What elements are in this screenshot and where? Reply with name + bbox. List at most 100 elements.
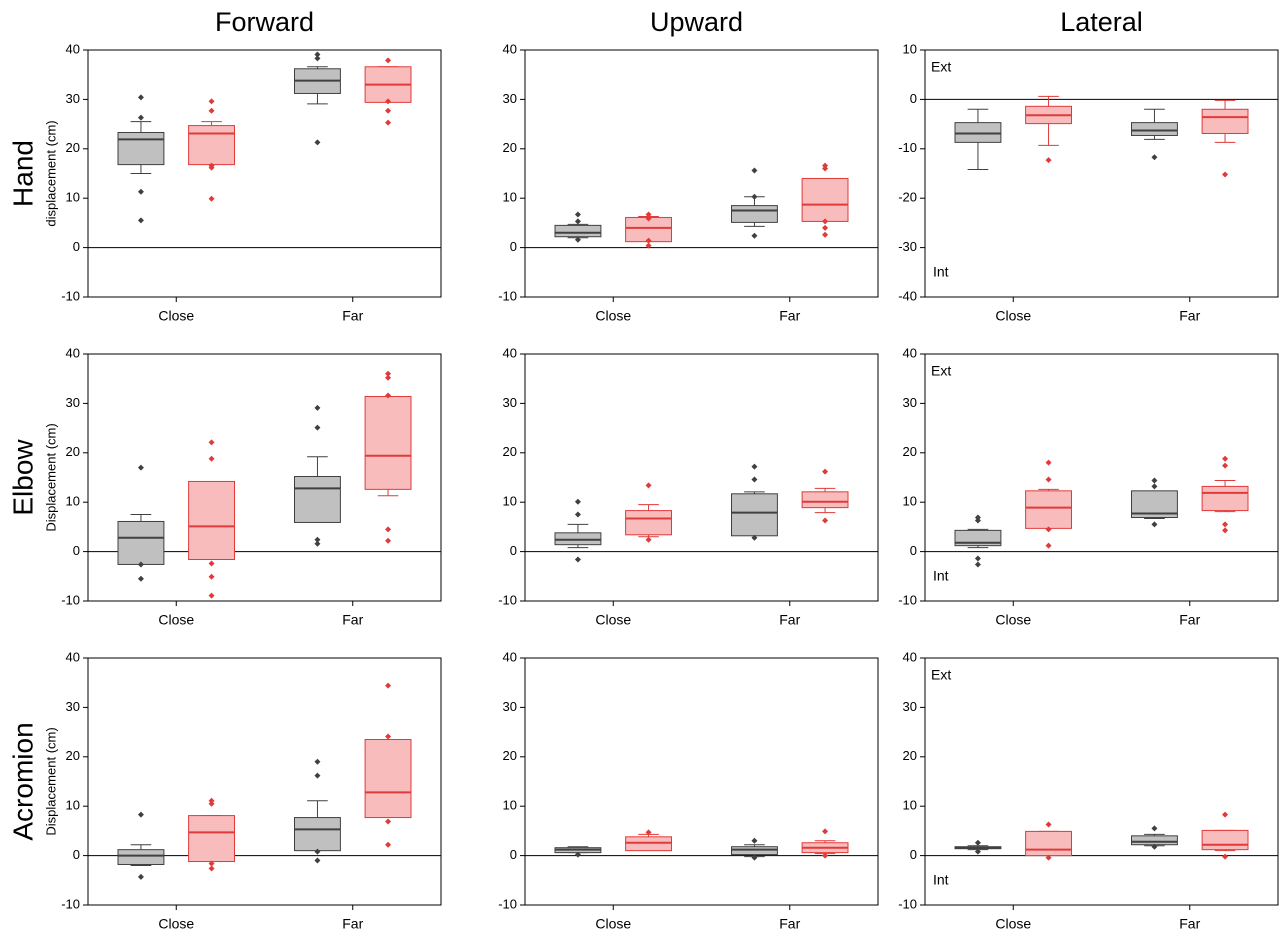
column-title: Upward bbox=[650, 7, 743, 37]
data-point bbox=[314, 51, 321, 58]
y-tick-label: 30 bbox=[66, 699, 80, 714]
annotation: Ext bbox=[931, 363, 951, 379]
plot-frame bbox=[524, 353, 879, 602]
x-tick-label: Far bbox=[779, 308, 800, 324]
box-group bbox=[364, 682, 412, 848]
data-point bbox=[574, 236, 581, 243]
row-label: Hand bbox=[7, 140, 38, 207]
y-tick-label: 40 bbox=[903, 649, 917, 664]
data-point bbox=[645, 215, 652, 222]
box bbox=[117, 131, 165, 166]
data-point bbox=[208, 164, 215, 171]
data-point bbox=[314, 424, 321, 431]
data-point bbox=[1222, 811, 1229, 818]
y-tick-label: 10 bbox=[66, 190, 80, 205]
y-tick-label: 20 bbox=[66, 748, 80, 763]
data-point bbox=[1045, 476, 1052, 483]
data-point bbox=[385, 733, 392, 740]
box bbox=[117, 849, 165, 865]
y-tick-label: -10 bbox=[61, 288, 80, 303]
y-tick-label: 0 bbox=[510, 847, 517, 862]
box-group bbox=[364, 370, 412, 544]
y-tick-label: 30 bbox=[903, 699, 917, 714]
box bbox=[554, 224, 602, 238]
data-point bbox=[385, 818, 392, 825]
data-point bbox=[208, 592, 215, 599]
x-tick-label: Close bbox=[595, 916, 631, 932]
box bbox=[294, 817, 341, 852]
x-tick-label: Far bbox=[342, 308, 363, 324]
data-point bbox=[137, 464, 144, 471]
box bbox=[1201, 829, 1249, 851]
row-label: Acromion bbox=[7, 722, 38, 840]
box-group bbox=[1025, 95, 1072, 164]
y-tick-label: -10 bbox=[61, 896, 80, 911]
box-group bbox=[1131, 108, 1178, 161]
box bbox=[188, 815, 235, 863]
box-group bbox=[117, 94, 165, 224]
box-group bbox=[801, 162, 849, 238]
box bbox=[1025, 830, 1072, 857]
data-point bbox=[574, 211, 581, 218]
data-point bbox=[822, 828, 829, 835]
data-point bbox=[314, 758, 321, 765]
box-group bbox=[554, 498, 602, 563]
annotation: Int bbox=[933, 872, 949, 888]
plot-frame bbox=[524, 657, 879, 906]
x-tick-label: Close bbox=[158, 308, 194, 324]
y-tick-label: 40 bbox=[503, 649, 517, 664]
annotation: Ext bbox=[931, 59, 951, 75]
y-tick-label: 40 bbox=[903, 345, 917, 360]
data-point bbox=[1222, 527, 1229, 534]
y-tick-label: 0 bbox=[73, 239, 80, 254]
data-point bbox=[822, 231, 829, 238]
box-group bbox=[1201, 811, 1249, 860]
box-group bbox=[188, 98, 235, 202]
data-point bbox=[974, 848, 981, 855]
y-tick-label: -20 bbox=[898, 190, 917, 205]
y-tick-label: 20 bbox=[903, 748, 917, 763]
y-tick-label: 40 bbox=[66, 41, 80, 56]
x-tick-label: Close bbox=[995, 612, 1031, 628]
data-point bbox=[751, 167, 758, 174]
data-point bbox=[974, 555, 981, 562]
y-tick-label: -10 bbox=[498, 592, 517, 607]
data-point bbox=[385, 682, 392, 689]
data-point bbox=[385, 537, 392, 544]
data-point bbox=[208, 865, 215, 872]
data-point bbox=[1222, 853, 1229, 860]
data-point bbox=[645, 211, 652, 218]
box-group bbox=[625, 482, 672, 543]
data-point bbox=[314, 139, 321, 146]
box bbox=[801, 491, 849, 509]
data-point bbox=[1151, 825, 1158, 832]
data-point bbox=[137, 811, 144, 818]
y-tick-label: 10 bbox=[66, 798, 80, 813]
data-point bbox=[208, 98, 215, 105]
data-point bbox=[822, 165, 829, 172]
box bbox=[731, 493, 778, 537]
box-group bbox=[801, 468, 849, 524]
data-point bbox=[751, 232, 758, 239]
y-tick-label: 0 bbox=[510, 239, 517, 254]
y-tick-label: -10 bbox=[898, 140, 917, 155]
x-tick-label: Close bbox=[995, 916, 1031, 932]
x-tick-label: Close bbox=[158, 612, 194, 628]
data-point bbox=[137, 188, 144, 195]
data-point bbox=[314, 55, 321, 62]
x-tick-label: Close bbox=[995, 308, 1031, 324]
box-group bbox=[117, 811, 165, 880]
annotation: Int bbox=[933, 568, 949, 584]
y-tick-label: 40 bbox=[503, 345, 517, 360]
data-point bbox=[385, 374, 392, 381]
plot-frame bbox=[524, 49, 879, 298]
data-point bbox=[1045, 854, 1052, 861]
y-tick-label: -40 bbox=[898, 288, 917, 303]
y-tick-label: 30 bbox=[66, 91, 80, 106]
box-group bbox=[294, 51, 341, 146]
x-tick-label: Far bbox=[1179, 308, 1200, 324]
y-tick-label: 0 bbox=[910, 847, 917, 862]
y-tick-label: -10 bbox=[898, 896, 917, 911]
data-point bbox=[1045, 459, 1052, 466]
data-point bbox=[574, 511, 581, 518]
